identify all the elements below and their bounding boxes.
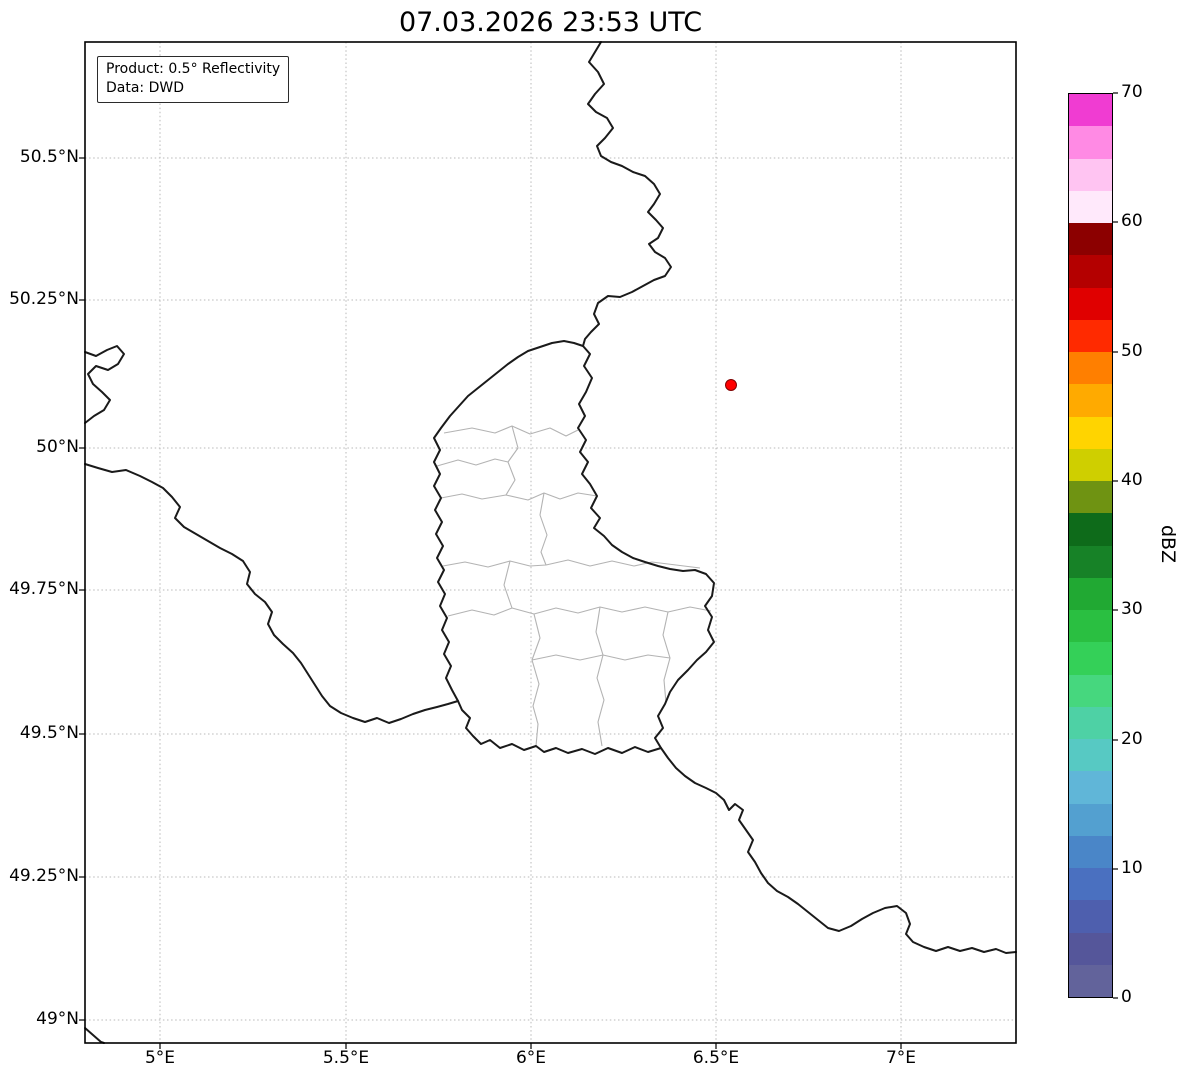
info-box-product: Product: 0.5° Reflectivity: [106, 61, 281, 77]
district-border-line: [503, 560, 513, 609]
colorbar-band: [1069, 803, 1112, 836]
axes-frame: [84, 41, 1017, 1044]
colorbar-band: [1069, 610, 1112, 643]
ytick-label: 50.5°N: [19, 147, 79, 167]
district-border-line: [531, 613, 541, 747]
district-border-line: [539, 492, 548, 566]
colorbar-band: [1069, 771, 1112, 804]
info-box: Product: 0.5° Reflectivity Data: DWD: [97, 56, 290, 103]
colorbar-tick-label: 20: [1121, 729, 1143, 749]
colorbar-tick-label: 40: [1121, 470, 1143, 490]
colorbar-tick-label: 0: [1121, 987, 1132, 1007]
colorbar-tick-label: 30: [1121, 599, 1143, 619]
country-borders: [84, 41, 1017, 1044]
colorbar-band: [1069, 416, 1112, 449]
colorbar-band: [1069, 513, 1112, 546]
colorbar-band: [1069, 126, 1112, 159]
district-border-line: [442, 559, 701, 569]
colorbar-band: [1069, 739, 1112, 772]
ytick-label: 50.25°N: [9, 289, 79, 309]
radar-site-marker: [725, 379, 737, 391]
colorbar-tick-label: 70: [1121, 82, 1143, 102]
xtick-label: 6°E: [515, 1048, 547, 1068]
colorbar-band: [1069, 255, 1112, 288]
colorbar-band: [1069, 868, 1112, 901]
xtick-label: 7°E: [885, 1048, 917, 1068]
colorbar-band: [1069, 384, 1112, 417]
border-belgium-france-west-loop: [84, 345, 125, 424]
colorbar-band: [1069, 319, 1112, 352]
gridlines: [85, 42, 1016, 1043]
colorbar-band: [1069, 223, 1112, 256]
xtick-label: 6.5°E: [692, 1048, 740, 1068]
colorbar-band: [1069, 94, 1112, 127]
ytick-label: 49.25°N: [9, 866, 79, 886]
district-border-line: [505, 425, 519, 496]
border-germany-belgium: [582, 41, 672, 347]
colorbar-band: [1069, 448, 1112, 481]
colorbar-band: [1069, 481, 1112, 514]
district-borders: [436, 425, 712, 747]
border-france-germany: [660, 747, 1017, 954]
border-belgium-france: [84, 463, 459, 724]
colorbar-band: [1069, 287, 1112, 320]
district-border-line: [443, 425, 579, 437]
colorbar-tick-label: 10: [1121, 858, 1143, 878]
ytick-label: 49°N: [36, 1009, 79, 1029]
ytick-label: 49.5°N: [19, 723, 79, 743]
colorbar-band: [1069, 674, 1112, 707]
tick-marks: [79, 92, 1118, 1049]
xtick-label: 5°E: [144, 1048, 176, 1068]
colorbar-band: [1069, 352, 1112, 385]
colorbar-band: [1069, 964, 1112, 997]
colorbar-band: [1069, 158, 1112, 191]
district-border-line: [595, 606, 605, 747]
colorbar-band: [1069, 190, 1112, 223]
colorbar-band: [1069, 835, 1112, 868]
colorbar-band: [1069, 900, 1112, 933]
xtick-label: 5.5°E: [322, 1048, 370, 1068]
colorbar-band: [1069, 706, 1112, 739]
district-border-line: [531, 654, 671, 661]
colorbar-unit-label: dBZ: [1157, 524, 1179, 564]
border-luxembourg: [433, 340, 715, 755]
colorbar-band: [1069, 545, 1112, 578]
info-box-data-source: Data: DWD: [106, 79, 184, 96]
colorbar-tick-label: 50: [1121, 341, 1143, 361]
ytick-label: 49.75°N: [9, 579, 79, 599]
district-border-line: [440, 492, 598, 501]
colorbar-band: [1069, 577, 1112, 610]
colorbar-band: [1069, 932, 1112, 965]
colorbar-gradient: [1068, 93, 1113, 998]
colorbar-tick-label: 60: [1121, 211, 1143, 231]
colorbar-band: [1069, 642, 1112, 675]
ytick-label: 50°N: [36, 437, 79, 457]
district-border-line: [436, 458, 509, 467]
plot-title: 07.03.2026 23:53 UTC: [398, 7, 703, 38]
border-corner-segment: [84, 1027, 105, 1044]
district-border-line: [447, 606, 712, 617]
